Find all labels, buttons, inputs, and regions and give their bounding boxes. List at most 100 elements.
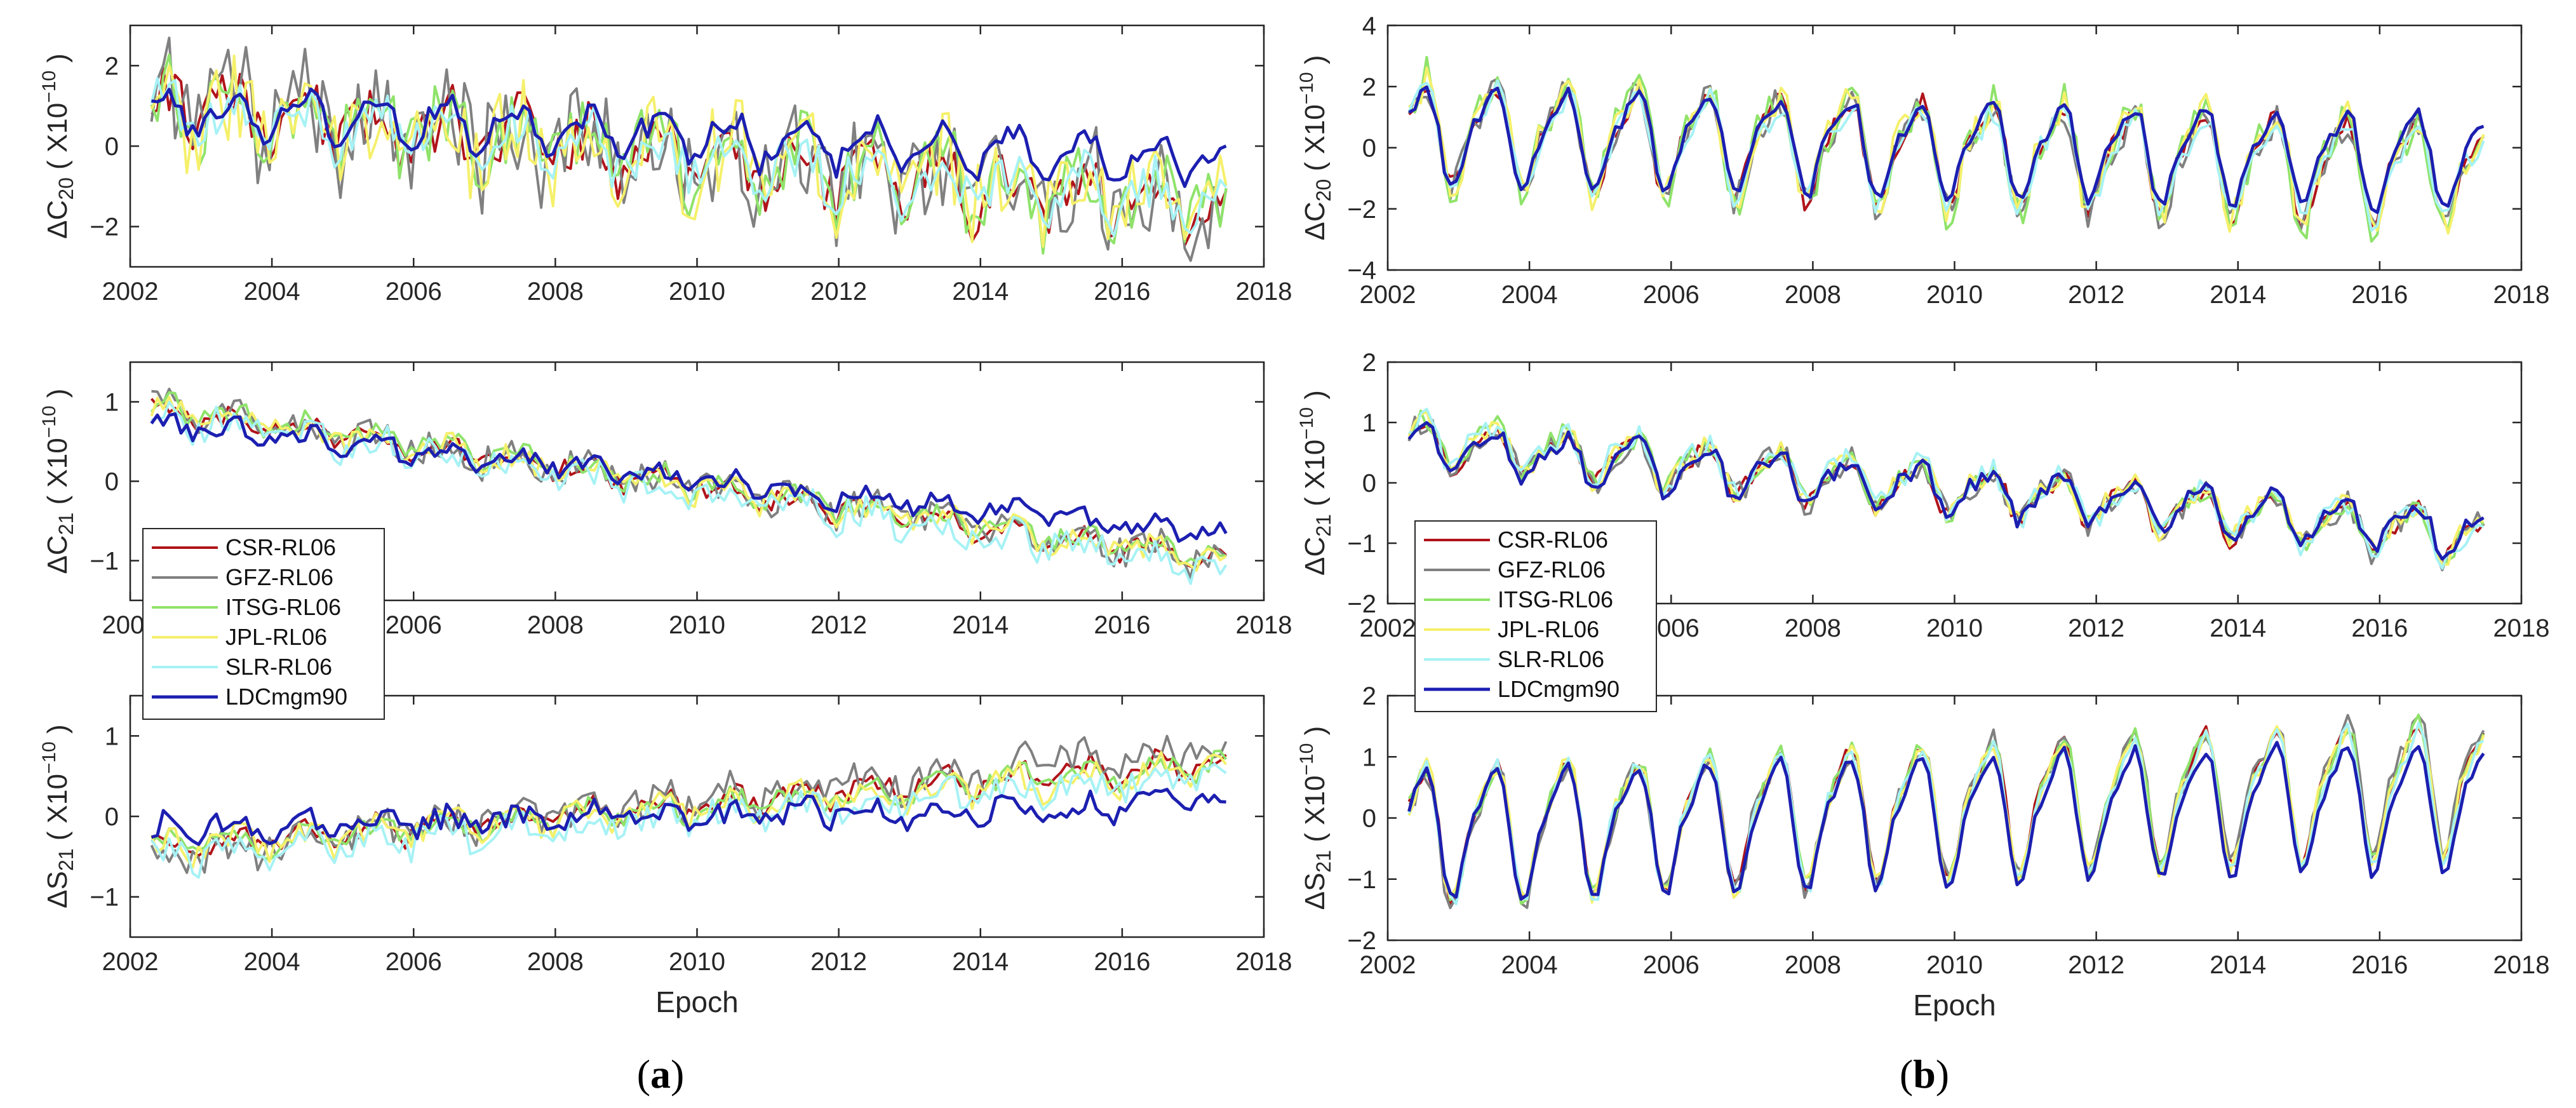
series-group xyxy=(1407,407,2485,572)
x-tick-label: 2016 xyxy=(2351,281,2408,309)
y-tick-label: 2 xyxy=(1362,682,1376,710)
x-axis-label: Epoch xyxy=(1913,989,1996,1022)
legend-entry: LDCmgm90 xyxy=(225,684,347,710)
series-line-gfz-rl06 xyxy=(1407,416,2485,572)
legends: CSR-RL06 GFZ-RL06 ITSG-RL06 JPL-RL06 SLR-RL0… xyxy=(142,520,1657,720)
legend-entry: JPL-RL06 xyxy=(225,624,327,650)
y-tick-label: 1 xyxy=(105,722,119,750)
axes-frame xyxy=(129,24,1265,268)
x-tick-label: 2014 xyxy=(2210,614,2266,642)
x-tick-label: 2008 xyxy=(1785,614,1841,642)
x-tick-label: 2010 xyxy=(1926,614,1983,642)
series-group xyxy=(1407,56,2485,243)
x-tick-label: 2008 xyxy=(527,948,584,976)
y-tick-label: −4 xyxy=(1347,257,1376,285)
y-tick-label: 1 xyxy=(105,389,119,417)
x-tick-label: 2004 xyxy=(244,948,300,976)
x-tick-label: 2002 xyxy=(1360,951,1416,979)
x-tick-label: 2016 xyxy=(2351,951,2408,979)
x-tick-label: 2006 xyxy=(1643,281,1700,309)
axes-frame xyxy=(1386,694,2523,942)
panel-a-top: 2002 2004 2006 2008 2010 2012 2014 2016 2018 −2 0 2… xyxy=(39,24,1292,306)
x-tick-label: 2008 xyxy=(527,611,584,639)
y-tick-label: −1 xyxy=(1347,866,1376,894)
x-tick-label: 2018 xyxy=(2493,614,2550,642)
y-tick-label: 0 xyxy=(105,803,119,831)
x-tick-label: 2014 xyxy=(952,611,1009,639)
series-line-slr-rl06 xyxy=(150,762,1227,879)
x-tick-label: 2002 xyxy=(102,948,159,976)
y-tick-label: 2 xyxy=(1362,73,1376,101)
axes-frame xyxy=(1386,24,2523,271)
series-line-jpl-rl06 xyxy=(150,55,1228,248)
series-group xyxy=(1407,713,2485,909)
legend-entry: CSR-RL06 xyxy=(225,534,336,560)
x-tick-label: 2016 xyxy=(2351,614,2408,642)
x-tick-label: 2010 xyxy=(1926,951,1983,979)
y-tick-label: −1 xyxy=(90,548,119,576)
legend-a: CSR-RL06 GFZ-RL06 ITSG-RL06 JPL-RL06 SLR-RL0… xyxy=(142,528,385,720)
x-tick-label: 2016 xyxy=(1094,948,1150,976)
x-tick-label: 2014 xyxy=(2210,951,2266,979)
y-tick-label: −2 xyxy=(1347,927,1376,955)
series-line-ldcmgm90 xyxy=(1407,421,2485,561)
y-axis-label: ΔS21 ( X10−10 ) xyxy=(39,724,77,909)
y-tick-label: −2 xyxy=(1347,196,1376,224)
legend-entry: LDCmgm90 xyxy=(1498,676,1620,702)
series-line-ldcmgm90 xyxy=(151,788,1226,846)
x-tick-label: 2004 xyxy=(1501,281,1558,309)
x-tick-label: 2008 xyxy=(527,278,584,306)
y-tick-label: −2 xyxy=(90,213,119,241)
caption-a: (a) xyxy=(637,1051,685,1097)
y-tick-label: 2 xyxy=(105,52,119,80)
x-axis-label: Epoch xyxy=(655,985,738,1018)
y-tick-label: 4 xyxy=(1362,12,1376,40)
panel-b-top: 2002 2004 2006 2008 2010 2012 2014 2016 2018 −4 −2… xyxy=(1296,12,2549,309)
y-axis-label: ΔC21 ( X10−10 ) xyxy=(39,389,77,574)
x-tick-label: 2010 xyxy=(669,278,725,306)
y-tick-label: −1 xyxy=(1347,530,1376,558)
x-tick-label: 2008 xyxy=(1785,951,1841,979)
panel-b-mid: 200220042006200820102012201420162018−2−1… xyxy=(1296,349,2549,642)
x-tick-label: 2014 xyxy=(2210,281,2266,309)
x-tick-label: 2002 xyxy=(102,278,159,306)
legend-entry: JPL-RL06 xyxy=(1498,616,1599,642)
y-tick-label: −2 xyxy=(1347,590,1376,618)
x-tick-label: 2012 xyxy=(2068,281,2124,309)
x-tick-label: 2008 xyxy=(1785,281,1841,309)
y-tick-label: 1 xyxy=(1362,743,1376,771)
x-tick-label: 2010 xyxy=(669,948,725,976)
x-tick-label: 2014 xyxy=(952,278,1009,306)
x-tick-label: 2006 xyxy=(1643,951,1700,979)
x-tick-label: 2012 xyxy=(2068,614,2124,642)
series-group xyxy=(150,36,1228,262)
panel-b-bot: 2002 2004 2006 2008 2010 2012 2014 2016 2018 −2 −1… xyxy=(1296,682,2549,1022)
y-axis-label: ΔC20 ( X10−10 ) xyxy=(39,53,77,239)
x-tick-label: 2018 xyxy=(1236,948,1292,976)
series-line-gfz-rl06 xyxy=(1408,713,2485,909)
y-tick-label: 0 xyxy=(1362,805,1376,833)
x-tick-label: 2004 xyxy=(244,278,300,306)
legend-entry: ITSG-RL06 xyxy=(225,594,341,620)
y-tick-label: 0 xyxy=(105,468,119,496)
panel-a-mid: 200220042006200820102012201420162018−101… xyxy=(39,361,1292,639)
legend-entry: GFZ-RL06 xyxy=(1498,557,1606,583)
legend-entry: SLR-RL06 xyxy=(225,654,332,680)
x-tick-label: 2010 xyxy=(669,611,725,639)
y-axis-label: ΔS21 ( X10−10 ) xyxy=(1296,726,1335,910)
x-tick-label: 2006 xyxy=(386,611,442,639)
series-line-slr-rl06 xyxy=(1409,407,2485,570)
series-line-slr-rl06 xyxy=(151,400,1228,585)
y-tick-label: 2 xyxy=(1362,349,1376,377)
series-line-slr-rl06 xyxy=(150,77,1228,238)
y-tick-label: 0 xyxy=(105,133,119,161)
y-axis-label: ΔC21 ( X10−10 ) xyxy=(1296,390,1335,576)
x-tick-label: 2018 xyxy=(2493,281,2550,309)
y-tick-label: 0 xyxy=(1362,470,1376,497)
x-tick-label: 2010 xyxy=(1926,281,1983,309)
legend-entry: GFZ-RL06 xyxy=(225,564,333,590)
x-tick-label: 2018 xyxy=(2493,951,2550,979)
x-tick-label: 2012 xyxy=(810,278,867,306)
x-tick-label: 2014 xyxy=(952,948,1009,976)
